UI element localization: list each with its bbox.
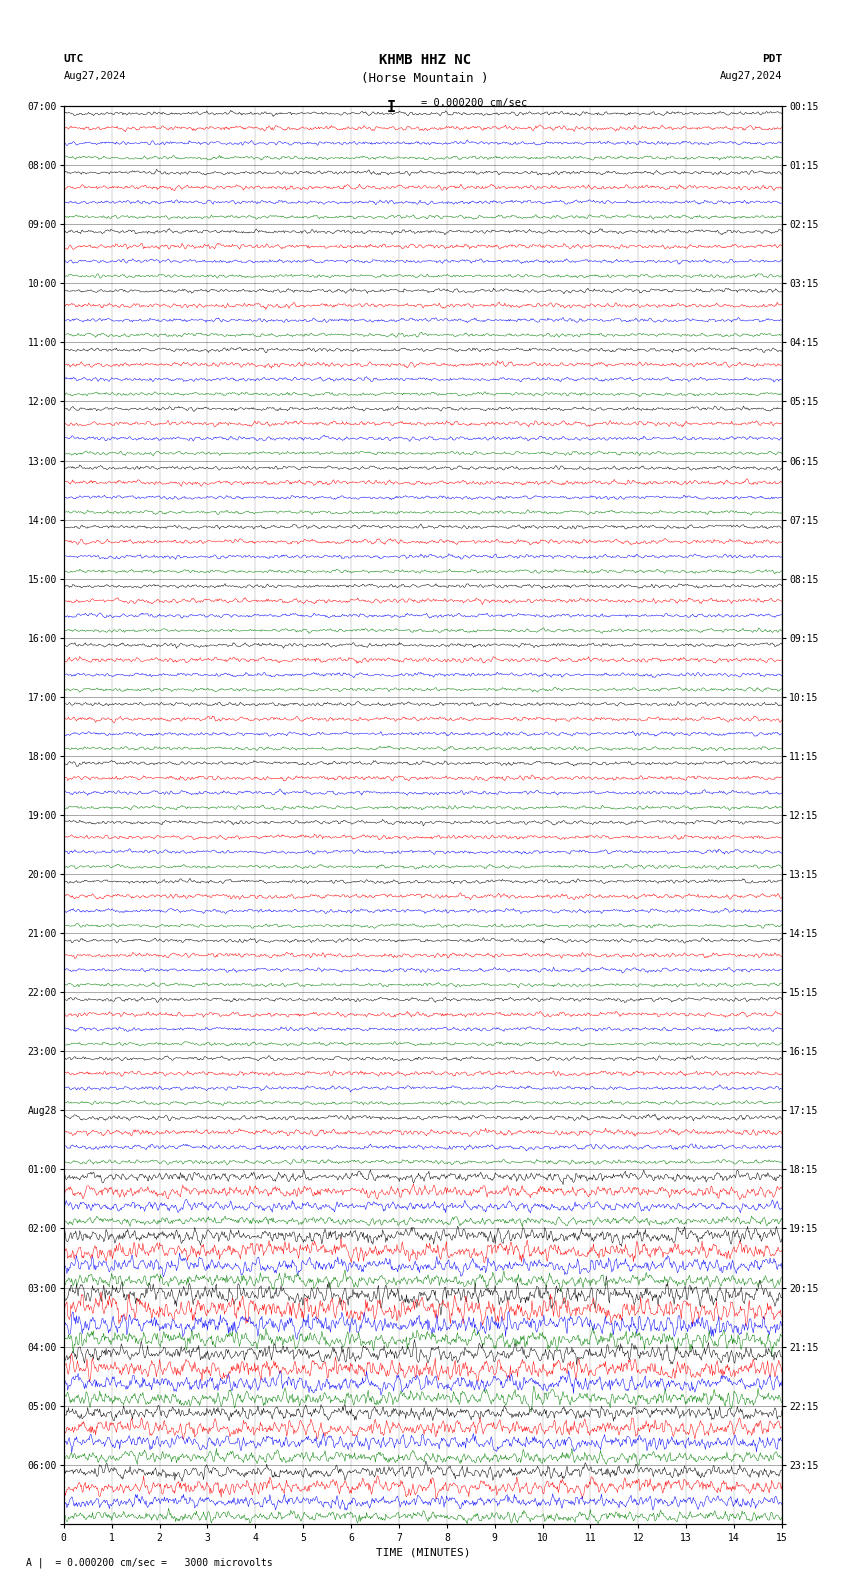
Text: I: I [387, 100, 395, 114]
X-axis label: TIME (MINUTES): TIME (MINUTES) [376, 1548, 470, 1557]
Text: KHMB HHZ NC: KHMB HHZ NC [379, 54, 471, 67]
Text: Aug27,2024: Aug27,2024 [719, 71, 782, 81]
Text: (Horse Mountain ): (Horse Mountain ) [361, 71, 489, 84]
Text: A |  = 0.000200 cm/sec =   3000 microvolts: A | = 0.000200 cm/sec = 3000 microvolts [26, 1557, 272, 1568]
Text: Aug27,2024: Aug27,2024 [64, 71, 127, 81]
Text: = 0.000200 cm/sec: = 0.000200 cm/sec [421, 98, 527, 108]
Text: PDT: PDT [762, 54, 782, 63]
Text: UTC: UTC [64, 54, 84, 63]
